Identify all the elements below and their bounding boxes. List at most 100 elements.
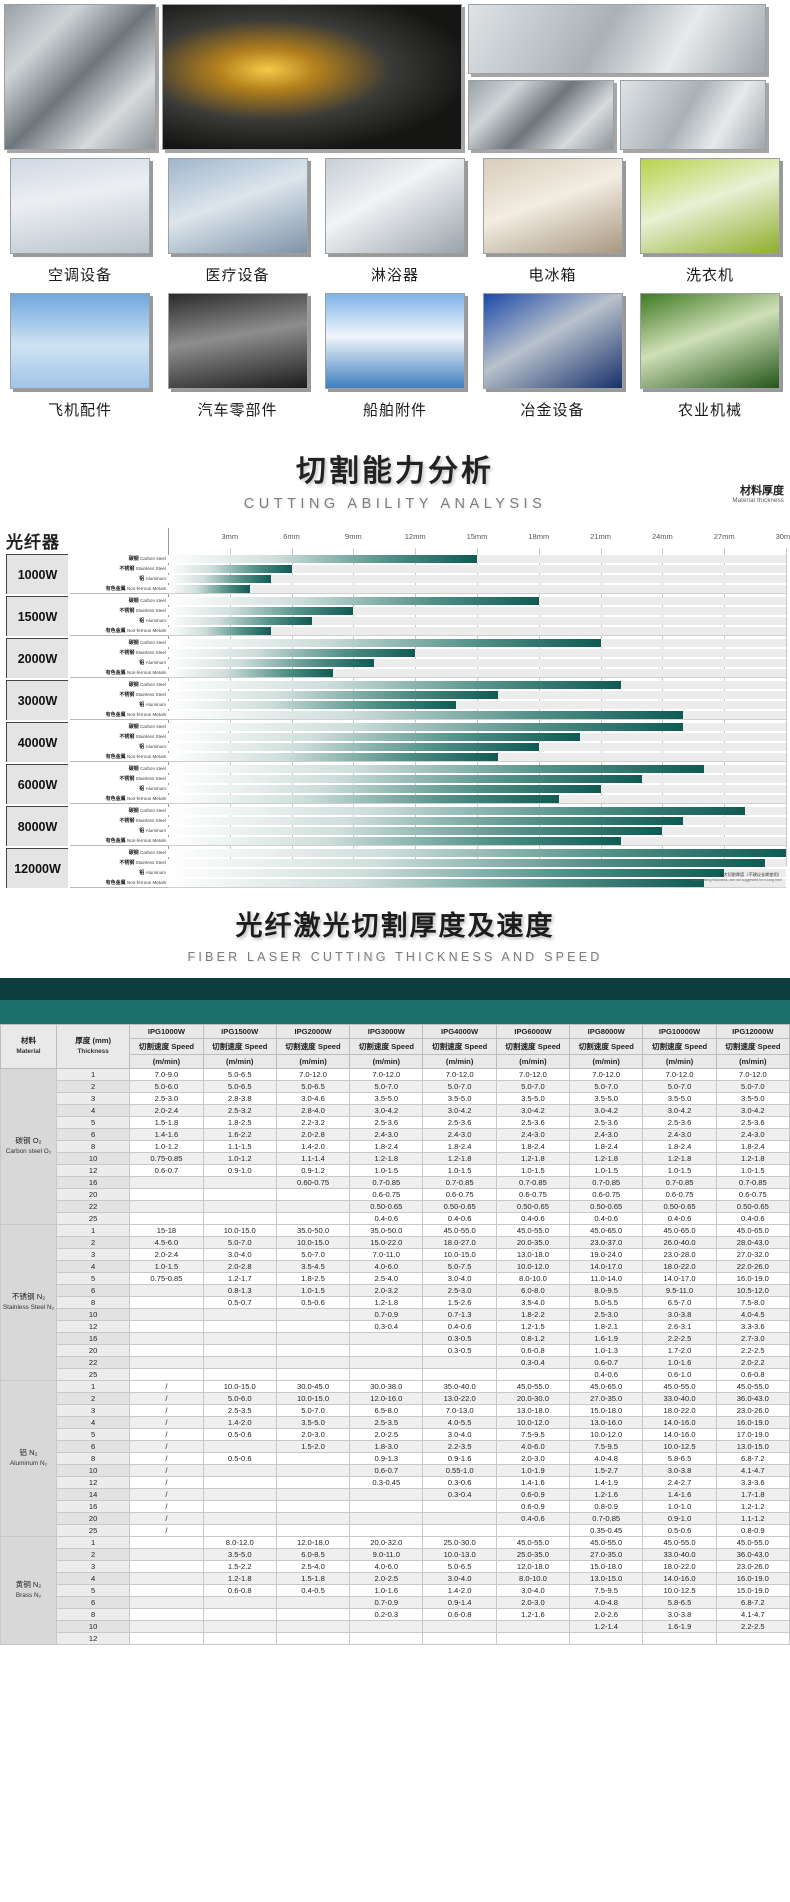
table-row: 12 0.3-0.4 0.4-0.6 1.2-1.5 1.8-2.1 2.6-3.1 3.3… bbox=[1, 1320, 790, 1333]
speed-cell-IPG10000W: 3.0-4.2 bbox=[642, 1104, 717, 1117]
bar-track bbox=[168, 575, 786, 583]
speed-cell-IPG6000W: 45.0-55.0 bbox=[495, 1224, 571, 1237]
speed-cell-IPG12000W: 1.0-1.5 bbox=[715, 1164, 790, 1177]
speed-cell-IPG3000W: 20.0-32.0 bbox=[349, 1536, 424, 1549]
speed-cell-IPG10000W: 18.0-22.0 bbox=[642, 1404, 717, 1417]
speed-cell-IPG4000W: 1.2-1.8 bbox=[422, 1152, 497, 1165]
speed-cell-IPG3000W: 1.0-1.6 bbox=[349, 1584, 424, 1597]
speed-cell-IPG3000W: 35.0-50.0 bbox=[349, 1224, 424, 1237]
ship-fittings-image bbox=[325, 293, 465, 389]
material-label: 碳钢 Carbon steel bbox=[128, 682, 166, 688]
speed-cell-IPG3000W bbox=[349, 1356, 424, 1369]
speed-cell-IPG8000W: 7.5-9.5 bbox=[569, 1584, 644, 1597]
material-labels-1500W: 碳钢 Carbon steel 不锈钢 Stainless Steel 铝 Alum… bbox=[70, 596, 168, 636]
category-auto-parts[interactable]: 汽车零部件 bbox=[164, 293, 312, 420]
x-tick-27mm: 27mm bbox=[713, 532, 735, 541]
category-refrigerator[interactable]: 电冰箱 bbox=[479, 158, 627, 285]
thickness-cell: 4 bbox=[55, 1572, 131, 1585]
speed-cell-IPG8000W: 23.0-37.0 bbox=[569, 1236, 644, 1249]
speed-cell-IPG10000W: 2.5-3.6 bbox=[642, 1116, 717, 1129]
speed-cell-IPG8000W: 3.5-5.0 bbox=[569, 1092, 644, 1105]
speed-cell-IPG1500W: 0.6-0.8 bbox=[202, 1584, 277, 1597]
bar-track bbox=[168, 669, 786, 677]
speed-cell-IPG4000W bbox=[422, 1620, 497, 1633]
material-label: 铝 Aluminum bbox=[139, 786, 166, 792]
speed-cell-IPG8000W: 7.0-12.0 bbox=[569, 1068, 644, 1081]
material-cell: 黄铜 N₂ Brass N₂ bbox=[0, 1536, 57, 1645]
speed-cell-IPG3000W: 6.5-8.0 bbox=[349, 1404, 424, 1417]
power-label-3000W: 3000W bbox=[6, 680, 68, 720]
table-header-unit-row: (m/min) (m/min) (m/min) (m/min) (m/min) … bbox=[1, 1054, 790, 1069]
speed-cell-IPG1000W: / bbox=[129, 1392, 204, 1405]
speed-cell-IPG6000W: 3.5-4.0 bbox=[495, 1296, 571, 1309]
speed-cell-IPG12000W: 15.0-19.0 bbox=[715, 1584, 790, 1597]
category-label: 冶金设备 bbox=[520, 401, 585, 419]
category-ship-fittings[interactable]: 船舶附件 bbox=[321, 293, 469, 420]
table-row: 3 2.0-2.4 3.0-4.0 5.0-7.0 7.0-11.0 10.0-15.0 1… bbox=[1, 1248, 790, 1261]
bar-track bbox=[168, 565, 786, 573]
bar-row bbox=[168, 858, 786, 868]
material-label: 铝 Aluminum bbox=[139, 744, 166, 750]
thickness-cell: 8 bbox=[55, 1296, 131, 1309]
bar bbox=[168, 837, 622, 845]
speed-cell-IPG10000W: 45.0-55.0 bbox=[642, 1536, 717, 1549]
bar bbox=[168, 585, 251, 593]
speed-cell-IPG4000W: 4.0-5.5 bbox=[422, 1416, 497, 1429]
th-unit-4: (m/min) bbox=[349, 1054, 424, 1069]
speed-cell-IPG2000W: 3.5-4.5 bbox=[275, 1260, 351, 1273]
x-tick-30mm: 30mm bbox=[775, 532, 790, 541]
speed-cell-IPG6000W: 2.4-3.0 bbox=[495, 1128, 571, 1141]
speed-cell-IPG4000W bbox=[422, 1632, 497, 1645]
thickness-cell: 16 bbox=[55, 1176, 131, 1189]
speed-cell-IPG3000W: 0.3-0.4 bbox=[349, 1320, 424, 1333]
material-label: 不锈钢 Stainless Steel bbox=[119, 692, 166, 698]
category-aircraft-parts[interactable]: 飞机配件 bbox=[6, 293, 154, 420]
speed-cell-IPG12000W: 1.7-1.8 bbox=[715, 1488, 790, 1501]
speed-cell-IPG2000W bbox=[275, 1476, 351, 1489]
speed-cell-IPG2000W bbox=[275, 1320, 351, 1333]
hero-image-3 bbox=[468, 4, 766, 74]
speed-cell-IPG10000W: 9.5-11.0 bbox=[642, 1284, 717, 1297]
speed-cell-IPG6000W: 0.3-0.4 bbox=[495, 1356, 571, 1369]
bar-group-12000W bbox=[168, 848, 786, 888]
category-agricultural-machinery[interactable]: 农业机械 bbox=[636, 293, 784, 420]
speed-cell-IPG12000W: 0.7-0.85 bbox=[715, 1176, 790, 1189]
speed-cell-IPG12000W: 7.0-12.0 bbox=[715, 1068, 790, 1081]
thickness-cell: 5 bbox=[55, 1272, 131, 1285]
speed-cell-IPG4000W: 0.50-0.65 bbox=[422, 1200, 497, 1213]
speed-cell-IPG10000W: 2.4-2.7 bbox=[642, 1476, 717, 1489]
table-row: 5/0.5-0.6 2.0-3.0 2.0-2.5 3.0-4.0 7.5-9.5 10.… bbox=[1, 1428, 790, 1441]
material-label: 碳钢 Carbon steel bbox=[128, 766, 166, 772]
thickness-cell: 22 bbox=[55, 1356, 131, 1369]
category-medical-equipment[interactable]: 医疗设备 bbox=[164, 158, 312, 285]
table-row: 5 0.6-0.8 0.4-0.5 1.0-1.6 1.4-2.0 3.0-4.0 7.5-… bbox=[1, 1584, 790, 1597]
category-air-conditioner[interactable]: 空调设备 bbox=[6, 158, 154, 285]
material-label: 不锈钢 Stainless Steel bbox=[119, 566, 166, 572]
category-washing-machine[interactable]: 洗衣机 bbox=[636, 158, 784, 285]
speed-cell-IPG10000W: 10.0-12.5 bbox=[642, 1440, 717, 1453]
power-label-1500W: 1500W bbox=[6, 596, 68, 636]
speed-cell-IPG1500W bbox=[202, 1488, 277, 1501]
speed-cell-IPG6000W: 7.5-9.5 bbox=[495, 1428, 571, 1441]
category-label: 船舶附件 bbox=[362, 401, 427, 419]
speed-cell-IPG8000W: 0.50-0.65 bbox=[569, 1200, 644, 1213]
speed-cell-IPG1500W: 0.8-1.3 bbox=[202, 1284, 277, 1297]
speed-cell-IPG1000W bbox=[129, 1584, 204, 1597]
category-shower[interactable]: 淋浴器 bbox=[321, 158, 469, 285]
speed-cell-IPG10000W: 0.9-1.0 bbox=[642, 1512, 717, 1525]
speed-cell-IPG1000W: 0.75-0.85 bbox=[129, 1152, 204, 1165]
speed-cell-IPG12000W: 45.0-55.0 bbox=[715, 1536, 790, 1549]
speed-cell-IPG1000W: / bbox=[129, 1452, 204, 1465]
speed-cell-IPG3000W: 4.0-6.0 bbox=[349, 1560, 424, 1573]
speed-cell-IPG1500W: 1.2-1.7 bbox=[202, 1272, 277, 1285]
speed-cell-IPG12000W: 2.0-2.2 bbox=[715, 1356, 790, 1369]
speed-cell-IPG8000W: 15.0-18.0 bbox=[569, 1404, 644, 1417]
material-label: 铝 Aluminum bbox=[139, 870, 166, 876]
bar-row bbox=[168, 794, 786, 804]
table-row: 12/ 0.3-0.45 0.3-0.6 1.4-1.6 1.4-1.9 2.4-2.7 3… bbox=[1, 1476, 790, 1489]
table-row: 12 0.6-0.7 0.9-1.0 0.9-1.2 1.0-1.5 1.0-1.5 1.0… bbox=[1, 1164, 790, 1177]
speed-cell-IPG12000W: 2.5-3.6 bbox=[715, 1116, 790, 1129]
thickness-cell: 1 bbox=[55, 1224, 131, 1237]
category-metallurgical-equipment[interactable]: 冶金设备 bbox=[479, 293, 627, 420]
bar bbox=[168, 639, 601, 647]
